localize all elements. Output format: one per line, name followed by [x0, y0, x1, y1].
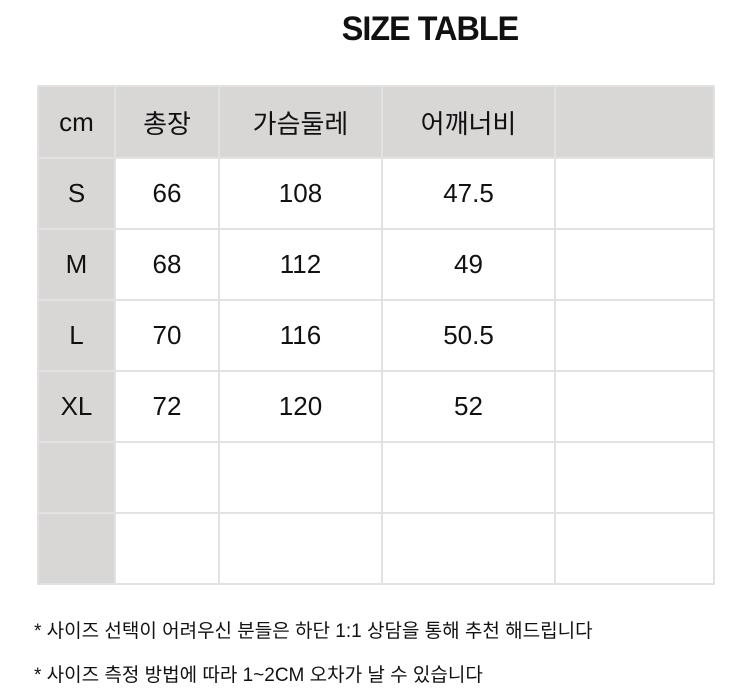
table-cell — [218, 441, 383, 514]
table-cell — [554, 441, 715, 514]
note-size-consult: * 사이즈 선택이 어려우신 분들은 하단 1:1 상담을 통해 추천 해드립니… — [34, 621, 593, 642]
table-cell: 120 — [218, 370, 383, 443]
size-label-cell — [37, 512, 116, 585]
header-cell: 가슴둘레 — [218, 85, 383, 159]
table-cell — [554, 228, 715, 301]
size-label-cell: M — [37, 228, 116, 301]
table-row: M 68 112 49 — [37, 228, 715, 301]
table-cell: 72 — [114, 370, 220, 443]
note-measurement-error: * 사이즈 측정 방법에 따라 1~2CM 오차가 날 수 있습니다 — [34, 665, 483, 686]
table-cell — [554, 299, 715, 372]
table-cell — [554, 370, 715, 443]
header-cell: 총장 — [114, 85, 220, 159]
table-row: S 66 108 47.5 — [37, 157, 715, 230]
table-cell — [554, 512, 715, 585]
table-cell — [218, 512, 383, 585]
header-row: cm 총장 가슴둘레 어깨너비 — [37, 85, 715, 159]
size-label-cell: S — [37, 157, 116, 230]
table-cell: 66 — [114, 157, 220, 230]
table-cell — [381, 441, 556, 514]
header-cell — [554, 85, 715, 159]
table-cell: 50.5 — [381, 299, 556, 372]
table-row: XL 72 120 52 — [37, 370, 715, 443]
table-cell: 47.5 — [381, 157, 556, 230]
header-cell: 어깨너비 — [381, 85, 556, 159]
table-row — [37, 512, 715, 585]
table-row — [37, 441, 715, 514]
table-row: L 70 116 50.5 — [37, 299, 715, 372]
size-label-cell: XL — [37, 370, 116, 443]
size-label-cell — [37, 441, 116, 514]
table-cell — [114, 512, 220, 585]
table-cell: 70 — [114, 299, 220, 372]
table-cell — [114, 441, 220, 514]
header-cell: cm — [37, 85, 116, 159]
table-cell: 116 — [218, 299, 383, 372]
table-cell: 52 — [381, 370, 556, 443]
page-title: SIZE TABLE — [341, 10, 519, 48]
table-cell: 112 — [218, 228, 383, 301]
table-cell — [554, 157, 715, 230]
size-label-cell: L — [37, 299, 116, 372]
table-cell: 108 — [218, 157, 383, 230]
table-cell: 68 — [114, 228, 220, 301]
size-table: cm 총장 가슴둘레 어깨너비 S 66 108 47.5 M 68 112 49 L 70 116 50.5… — [37, 85, 715, 585]
table-cell: 49 — [381, 228, 556, 301]
table-cell — [381, 512, 556, 585]
